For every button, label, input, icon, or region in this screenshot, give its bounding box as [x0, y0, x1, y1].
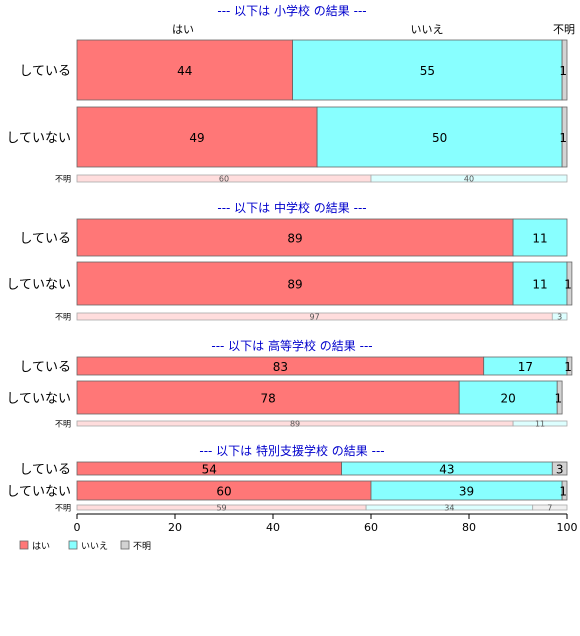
data-label-yes: 89	[290, 420, 300, 429]
x-tick-label: 100	[557, 521, 578, 534]
category-header-yes: はい	[172, 23, 194, 36]
data-label-unknown: 1	[564, 278, 572, 292]
row-label: している	[19, 232, 71, 247]
bar-segment-unknown	[566, 261, 573, 306]
x-tick-label: 80	[462, 521, 476, 534]
data-label-no: 55	[420, 64, 435, 78]
bar-segment-no	[512, 261, 568, 306]
data-label-no: 20	[501, 392, 516, 406]
legend-swatch-unknown	[120, 540, 130, 550]
row-label: 不明	[55, 313, 71, 322]
category-header-unknown: 不明	[553, 23, 575, 36]
panel-title: --- 以下は 高等学校 の結果 ---	[211, 338, 372, 353]
data-label-unknown: 1	[554, 392, 562, 406]
panel-title: --- 以下は 中学校 の結果 ---	[217, 200, 366, 215]
x-tick-label: 0	[74, 521, 81, 534]
bar-segment-yes	[76, 261, 514, 306]
data-label-unknown: 1	[559, 64, 567, 78]
data-label-yes: 60	[219, 175, 229, 184]
row-label: している	[19, 360, 71, 375]
data-label-no: 43	[439, 463, 454, 477]
bar-segment-no	[512, 218, 568, 257]
bar-segment-no	[551, 312, 568, 321]
x-tick-label: 60	[364, 521, 378, 534]
data-label-yes: 44	[177, 64, 192, 78]
bar-segment-unknown	[532, 504, 568, 511]
row-label: している	[19, 463, 71, 478]
data-label-no: 50	[432, 131, 447, 145]
panel-title: --- 以下は 小学校 の結果 ---	[217, 3, 366, 18]
data-label-unknown: 1	[559, 485, 567, 499]
bar-segment-yes	[76, 39, 294, 101]
data-label-unknown: 1	[564, 360, 572, 374]
x-tick-label: 40	[266, 521, 280, 534]
bar-segment-no	[370, 174, 568, 183]
data-label-no: 40	[464, 175, 474, 184]
data-label-no: 39	[459, 485, 474, 499]
bar-segment-unknown	[566, 356, 573, 376]
bar-segment-unknown	[561, 39, 568, 101]
legend-swatch-no	[68, 540, 78, 550]
bar-segment-unknown	[561, 106, 568, 168]
data-label-no: 11	[532, 278, 547, 292]
bar-segment-yes	[76, 218, 514, 257]
data-label-no: 34	[444, 504, 454, 513]
legend-label-yes: はい	[32, 541, 50, 552]
bar-segment-unknown	[556, 380, 563, 415]
bar-segment-no	[458, 380, 558, 415]
bar-segment-unknown	[561, 480, 568, 501]
data-label-yes: 49	[189, 131, 204, 145]
bar-segment-no	[292, 39, 563, 101]
data-label-yes: 60	[216, 485, 231, 499]
data-label-yes: 89	[287, 278, 302, 292]
data-label-no: 3	[557, 313, 562, 322]
panel-title: --- 以下は 特別支援学校 の結果 ---	[199, 443, 384, 458]
x-tick-label: 20	[168, 521, 182, 534]
legend-swatch-yes	[19, 540, 29, 550]
data-label-yes: 59	[216, 504, 226, 513]
bar-segment-yes	[76, 380, 460, 415]
row-label: していない	[6, 278, 71, 293]
data-label-no: 11	[535, 420, 545, 429]
row-label: 不明	[55, 504, 71, 513]
bar-segment-no	[512, 420, 568, 427]
row-label: 不明	[55, 175, 71, 184]
data-label-yes: 83	[273, 360, 288, 374]
legend-label-unknown: 不明	[133, 541, 151, 552]
row-label: していない	[6, 485, 71, 500]
data-label-unknown: 7	[547, 504, 552, 513]
row-label: 不明	[55, 420, 71, 429]
data-label-yes: 54	[202, 463, 217, 477]
row-label: していない	[6, 392, 71, 407]
legend-label-no: いいえ	[81, 541, 108, 552]
data-label-no: 11	[532, 232, 547, 246]
data-label-yes: 89	[287, 232, 302, 246]
row-label: している	[19, 64, 71, 79]
bar-segment-no	[316, 106, 563, 168]
row-label: していない	[6, 131, 71, 146]
bar-segment-unknown	[551, 461, 568, 476]
data-label-unknown: 3	[556, 463, 564, 477]
data-label-yes: 78	[260, 392, 275, 406]
category-header-no: いいえ	[411, 23, 444, 36]
data-label-unknown: 1	[559, 131, 567, 145]
data-label-no: 17	[518, 360, 533, 374]
data-label-yes: 97	[310, 313, 320, 322]
